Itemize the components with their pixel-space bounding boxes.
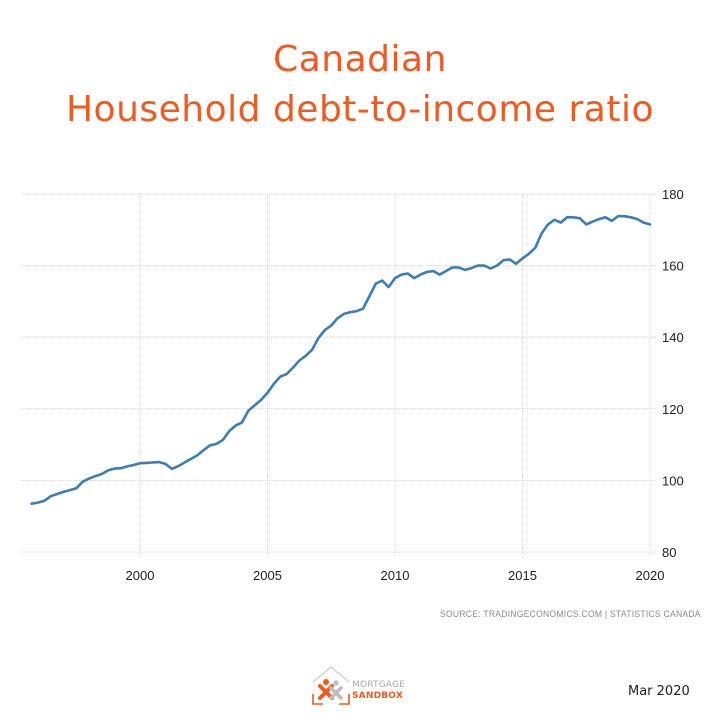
svg-text:160: 160 bbox=[662, 259, 684, 274]
logo-text-sandbox: SANDBOX bbox=[352, 691, 403, 701]
source-attribution: SOURCE: TRADINGECONOMICS.COM | STATISTIC… bbox=[440, 609, 701, 620]
house-people-icon bbox=[312, 666, 350, 705]
logo-text-mortgage: MORTGAGE bbox=[352, 680, 406, 690]
svg-text:2015: 2015 bbox=[508, 568, 537, 583]
chart-title-line1: Canadian bbox=[273, 39, 447, 80]
svg-text:2005: 2005 bbox=[253, 568, 282, 583]
data-series-line bbox=[30, 214, 652, 505]
svg-text:2010: 2010 bbox=[381, 568, 410, 583]
svg-text:2020: 2020 bbox=[636, 568, 665, 583]
chart-grid bbox=[21, 193, 657, 558]
chart-title-line2: Household debt-to-income ratio bbox=[65, 89, 654, 130]
svg-text:80: 80 bbox=[662, 545, 676, 560]
svg-text:2000: 2000 bbox=[126, 568, 155, 583]
line-chart: 80 100 120 140 160 180 2000 2005 2010 2015 2020 bbox=[21, 187, 684, 583]
svg-text:140: 140 bbox=[662, 330, 684, 345]
x-axis-labels: 2000 2005 2010 2015 2020 bbox=[126, 568, 665, 583]
svg-text:120: 120 bbox=[662, 402, 684, 417]
date-label: Mar 2020 bbox=[628, 684, 690, 699]
svg-text:180: 180 bbox=[662, 187, 684, 202]
y-axis-labels: 80 100 120 140 160 180 bbox=[662, 187, 684, 560]
svg-text:100: 100 bbox=[662, 473, 684, 488]
